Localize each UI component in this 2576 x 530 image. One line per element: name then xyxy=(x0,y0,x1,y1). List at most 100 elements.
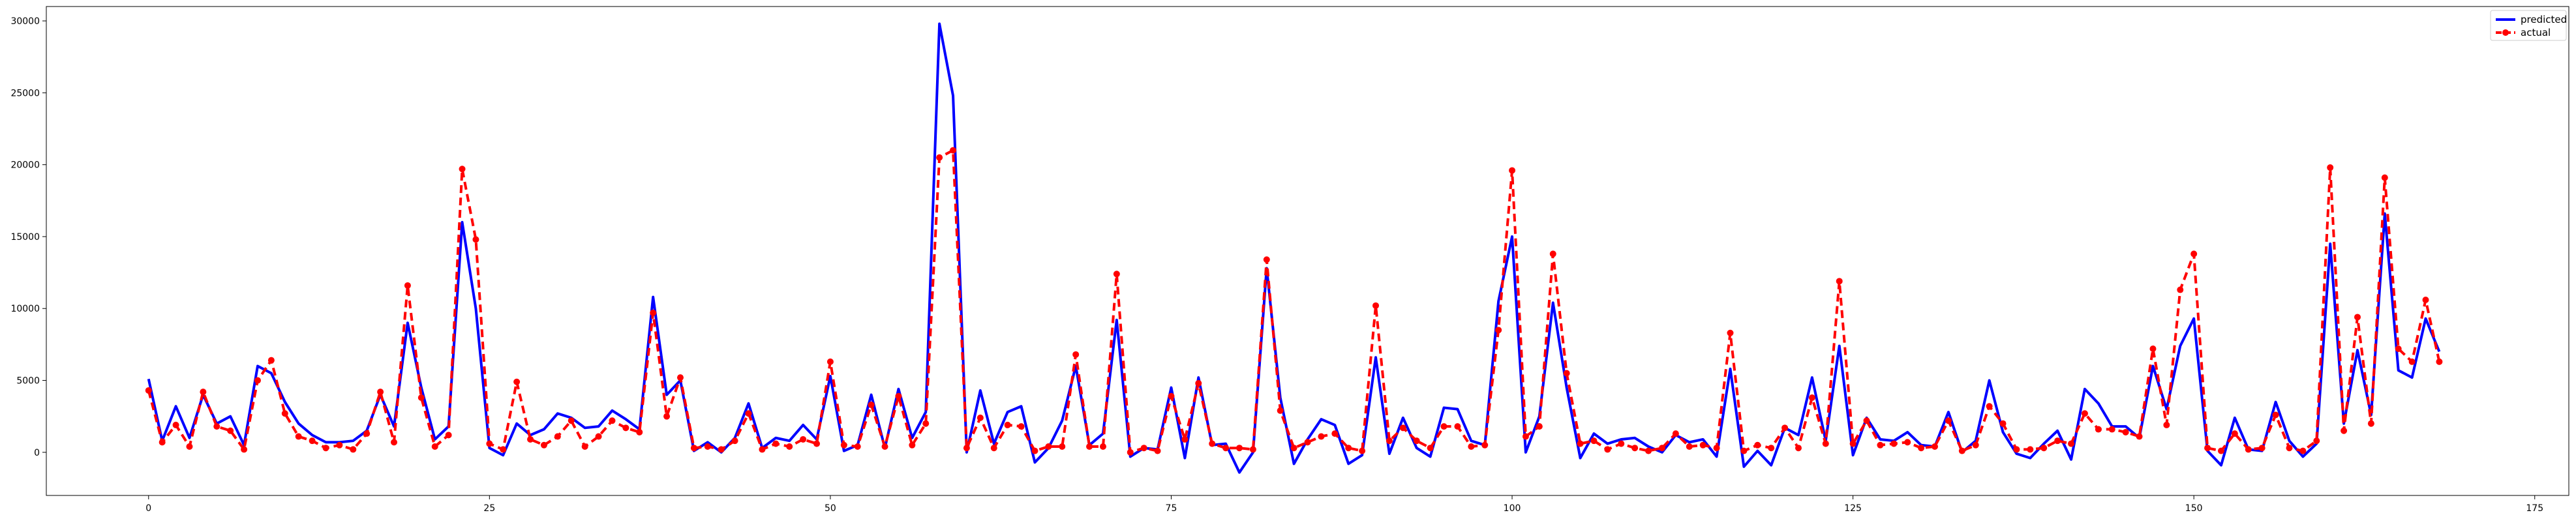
point-actual xyxy=(1986,403,1993,410)
point-actual xyxy=(1059,443,1066,450)
point-actual xyxy=(595,433,602,440)
point-actual xyxy=(1304,439,1311,446)
point-actual xyxy=(1290,445,1297,452)
point-actual xyxy=(500,446,507,453)
point-actual xyxy=(1563,370,1570,377)
point-actual xyxy=(1209,440,1216,447)
point-actual xyxy=(1781,424,1789,432)
y-tick-label: 25000 xyxy=(10,88,40,98)
point-actual xyxy=(1495,327,1502,334)
point-actual xyxy=(800,435,807,443)
point-actual xyxy=(1713,445,1720,452)
point-actual xyxy=(1168,392,1175,400)
point-actual xyxy=(1004,421,1011,428)
x-tick-label: 100 xyxy=(1504,503,1521,514)
point-actual xyxy=(472,236,479,243)
point-actual xyxy=(2231,430,2238,437)
point-actual xyxy=(2095,426,2102,433)
point-actual xyxy=(417,394,425,401)
point-actual xyxy=(1795,445,1802,452)
point-actual xyxy=(186,443,193,450)
point-actual xyxy=(936,154,943,161)
point-actual xyxy=(1877,441,1884,449)
point-actual xyxy=(1727,329,1734,336)
series-line-predicted xyxy=(147,22,2441,474)
point-actual xyxy=(950,147,957,154)
point-actual xyxy=(2354,314,2361,321)
x-tick-label: 150 xyxy=(2185,503,2203,514)
point-actual xyxy=(1113,271,1120,278)
point-actual xyxy=(1577,440,1584,447)
point-actual xyxy=(363,430,371,437)
point-actual xyxy=(1972,441,1979,449)
y-tick-label: 30000 xyxy=(10,16,40,27)
point-actual xyxy=(2299,447,2307,454)
point-actual xyxy=(1222,445,1230,452)
point-actual xyxy=(690,445,697,452)
x-tick-label: 25 xyxy=(483,503,495,514)
point-actual xyxy=(1345,445,1352,452)
point-actual xyxy=(2190,250,2198,258)
point-actual xyxy=(309,437,316,445)
point-actual xyxy=(172,421,179,428)
point-actual xyxy=(2313,437,2320,445)
point-actual xyxy=(1890,440,1898,447)
point-actual xyxy=(431,443,438,450)
point-actual xyxy=(1195,379,1202,387)
point-actual xyxy=(650,309,657,316)
point-actual xyxy=(745,410,752,417)
point-actual xyxy=(2245,446,2252,453)
point-actual xyxy=(336,441,343,449)
point-actual xyxy=(676,374,684,381)
point-actual xyxy=(1481,441,1489,449)
point-actual xyxy=(609,417,616,424)
point-actual xyxy=(581,443,588,450)
point-actual xyxy=(881,443,888,450)
y-tick-label: 10000 xyxy=(10,304,40,314)
point-actual xyxy=(2136,433,2143,440)
y-tick-label: 20000 xyxy=(10,160,40,171)
point-actual xyxy=(1181,435,1189,443)
point-actual xyxy=(1372,302,1380,309)
point-actual xyxy=(1836,278,1843,285)
point-actual xyxy=(267,357,275,364)
point-actual xyxy=(1386,437,1393,445)
point-actual xyxy=(1849,440,1856,447)
point-actual xyxy=(295,433,302,440)
point-actual xyxy=(1686,443,1693,450)
point-actual xyxy=(963,445,970,452)
point-actual xyxy=(1045,443,1052,450)
point-actual xyxy=(1740,447,1748,454)
point-actual xyxy=(990,445,997,452)
y-tick-label: 0 xyxy=(34,448,40,458)
point-actual xyxy=(2367,420,2374,427)
x-tick-label: 75 xyxy=(1166,503,1177,514)
point-actual xyxy=(2108,426,2115,433)
legend-label-actual: actual xyxy=(2521,27,2551,38)
point-actual xyxy=(1086,443,1093,450)
point-actual xyxy=(1359,447,1366,454)
point-actual xyxy=(1154,447,1161,454)
point-actual xyxy=(1672,430,1679,437)
x-tick-label: 50 xyxy=(825,503,836,514)
point-actual xyxy=(568,417,575,424)
point-actual xyxy=(922,420,930,427)
point-actual xyxy=(2068,440,2075,447)
point-actual xyxy=(2122,428,2129,435)
point-actual xyxy=(622,424,629,432)
point-actual xyxy=(1631,445,1639,452)
point-actual xyxy=(2341,427,2348,434)
point-actual xyxy=(1549,250,1556,258)
point-actual xyxy=(540,441,547,449)
point-actual xyxy=(1331,430,1339,437)
point-actual xyxy=(377,389,384,396)
x-tick-label: 175 xyxy=(2526,503,2543,514)
point-actual xyxy=(1918,445,1925,452)
point-actual xyxy=(786,443,793,450)
point-actual xyxy=(840,441,847,449)
plot-area xyxy=(145,22,2443,474)
point-actual xyxy=(1768,445,1775,452)
x-axis: 0 25 50 75 100 125 150 175 xyxy=(145,495,2543,514)
point-actual xyxy=(854,443,861,450)
